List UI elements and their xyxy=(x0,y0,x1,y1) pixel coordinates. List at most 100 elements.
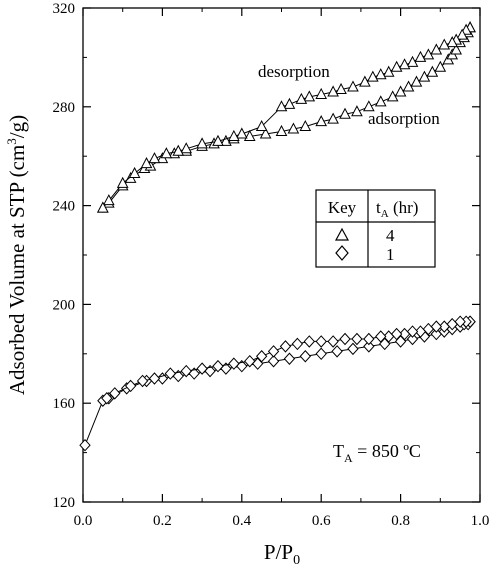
legend-triangle-marker xyxy=(334,227,350,241)
diamond-point xyxy=(379,337,391,351)
triangle-point xyxy=(406,55,419,67)
diamond-point xyxy=(291,337,304,351)
triangle-point xyxy=(172,144,185,156)
diamond-point xyxy=(331,345,343,358)
y-axis-label-sup: 3 xyxy=(4,138,19,145)
diamond-point xyxy=(347,342,359,356)
diamond-point xyxy=(446,317,458,331)
temperature-annotation: TA = 850 ºC xyxy=(333,441,421,465)
legend-box xyxy=(315,189,436,268)
triangle-point xyxy=(366,70,379,82)
diamond-point xyxy=(438,320,450,333)
diamond-point xyxy=(124,379,137,393)
triangle-point xyxy=(212,134,224,146)
diamond-point xyxy=(303,335,315,348)
triangle-point xyxy=(140,157,153,169)
legend-header-key: Key xyxy=(328,198,357,217)
triangle-point xyxy=(287,122,300,134)
diamond-point xyxy=(196,362,208,375)
triangle-point xyxy=(116,176,129,188)
triangle-point xyxy=(327,112,339,124)
temperature-annotation-tail: = 850 ºC xyxy=(353,441,421,461)
diamond-point xyxy=(279,340,292,353)
triangle-point xyxy=(351,105,363,117)
x-tick-label: 0.2 xyxy=(153,513,172,529)
triangle-point xyxy=(275,100,288,112)
diamond-point xyxy=(315,335,327,348)
x-tick-label: 0.4 xyxy=(232,513,251,529)
adsorption-annotation: adsorption xyxy=(368,109,440,128)
triangle-point xyxy=(422,48,435,60)
triangle-point xyxy=(295,92,308,104)
triangle-point xyxy=(374,95,387,107)
diamond-point xyxy=(315,347,327,361)
y-tick-label: 160 xyxy=(53,396,76,412)
diamond-point xyxy=(454,315,466,328)
y-tick-label: 120 xyxy=(53,495,76,511)
diamond-point xyxy=(283,352,296,365)
diamond-point xyxy=(79,438,91,452)
temperature-annotation-sub: A xyxy=(344,451,353,465)
diamond-point xyxy=(136,374,149,388)
triangle-point xyxy=(450,43,463,55)
diamond-point xyxy=(327,335,339,348)
triangle-point xyxy=(327,85,339,97)
y-tick-label: 320 xyxy=(53,1,76,17)
diamond-point xyxy=(430,320,443,333)
triangle-point xyxy=(335,82,347,95)
diamond-point xyxy=(363,332,375,346)
triangle-point xyxy=(299,119,312,132)
triangle-point xyxy=(315,115,328,127)
triangle-point xyxy=(382,65,395,77)
diamond-point xyxy=(406,332,419,346)
triangle-point xyxy=(275,124,288,136)
triangle-point xyxy=(255,119,268,132)
triangle-point xyxy=(434,60,447,72)
triangle-point xyxy=(102,194,115,206)
y-tick-label: 240 xyxy=(53,199,76,215)
triangle-point xyxy=(363,100,375,112)
legend-header-t-tail: (hr) xyxy=(389,198,419,217)
legend-header-t: tA (hr) xyxy=(376,198,418,220)
triangle-point xyxy=(128,166,141,178)
y-axis-label-tail: /g) xyxy=(5,115,29,138)
triangle-point xyxy=(446,36,459,48)
triangle-point xyxy=(283,97,296,109)
triangle-point xyxy=(148,152,161,164)
triangle-point xyxy=(339,107,351,119)
x-tick-label: 0.6 xyxy=(312,513,331,529)
diamond-point xyxy=(148,372,161,385)
diamond-point xyxy=(255,350,268,363)
diamond-point xyxy=(267,345,280,358)
legend-row-4-label: 4 xyxy=(386,226,395,245)
y-axis-label: Adsorbed Volume at STP (cm3/g) xyxy=(4,115,29,395)
diamond-point xyxy=(390,327,403,341)
triangle-point xyxy=(97,201,109,213)
desorption-annotation: desorption xyxy=(258,62,330,81)
diamond-point xyxy=(339,332,351,346)
diamond-point xyxy=(406,325,419,338)
triangle-point xyxy=(347,80,359,92)
triangle-point xyxy=(438,38,451,50)
legend-diamond-marker xyxy=(335,245,349,261)
diamond-point xyxy=(267,354,280,368)
diamond-point xyxy=(398,327,411,341)
diamond-point xyxy=(375,330,387,343)
diamond-point xyxy=(228,357,240,370)
triangle-point xyxy=(390,60,403,72)
triangle-point xyxy=(359,75,371,87)
y-tick-label: 200 xyxy=(53,297,76,313)
x-tick-label: 1.0 xyxy=(471,513,490,529)
x-tick-label: 0.8 xyxy=(391,513,410,529)
diamond-point xyxy=(363,340,375,353)
triangle-point xyxy=(180,142,193,154)
diamond-point xyxy=(299,350,311,363)
triangle-point xyxy=(315,87,328,99)
triangle-point xyxy=(235,127,248,139)
triangle-point xyxy=(398,58,411,70)
legend: Key tA (hr) 4 1 xyxy=(315,189,436,268)
diamond-point xyxy=(383,330,395,343)
legend-header-t-sub: A xyxy=(381,208,389,220)
x-axis-label-sub: 0 xyxy=(293,553,300,568)
